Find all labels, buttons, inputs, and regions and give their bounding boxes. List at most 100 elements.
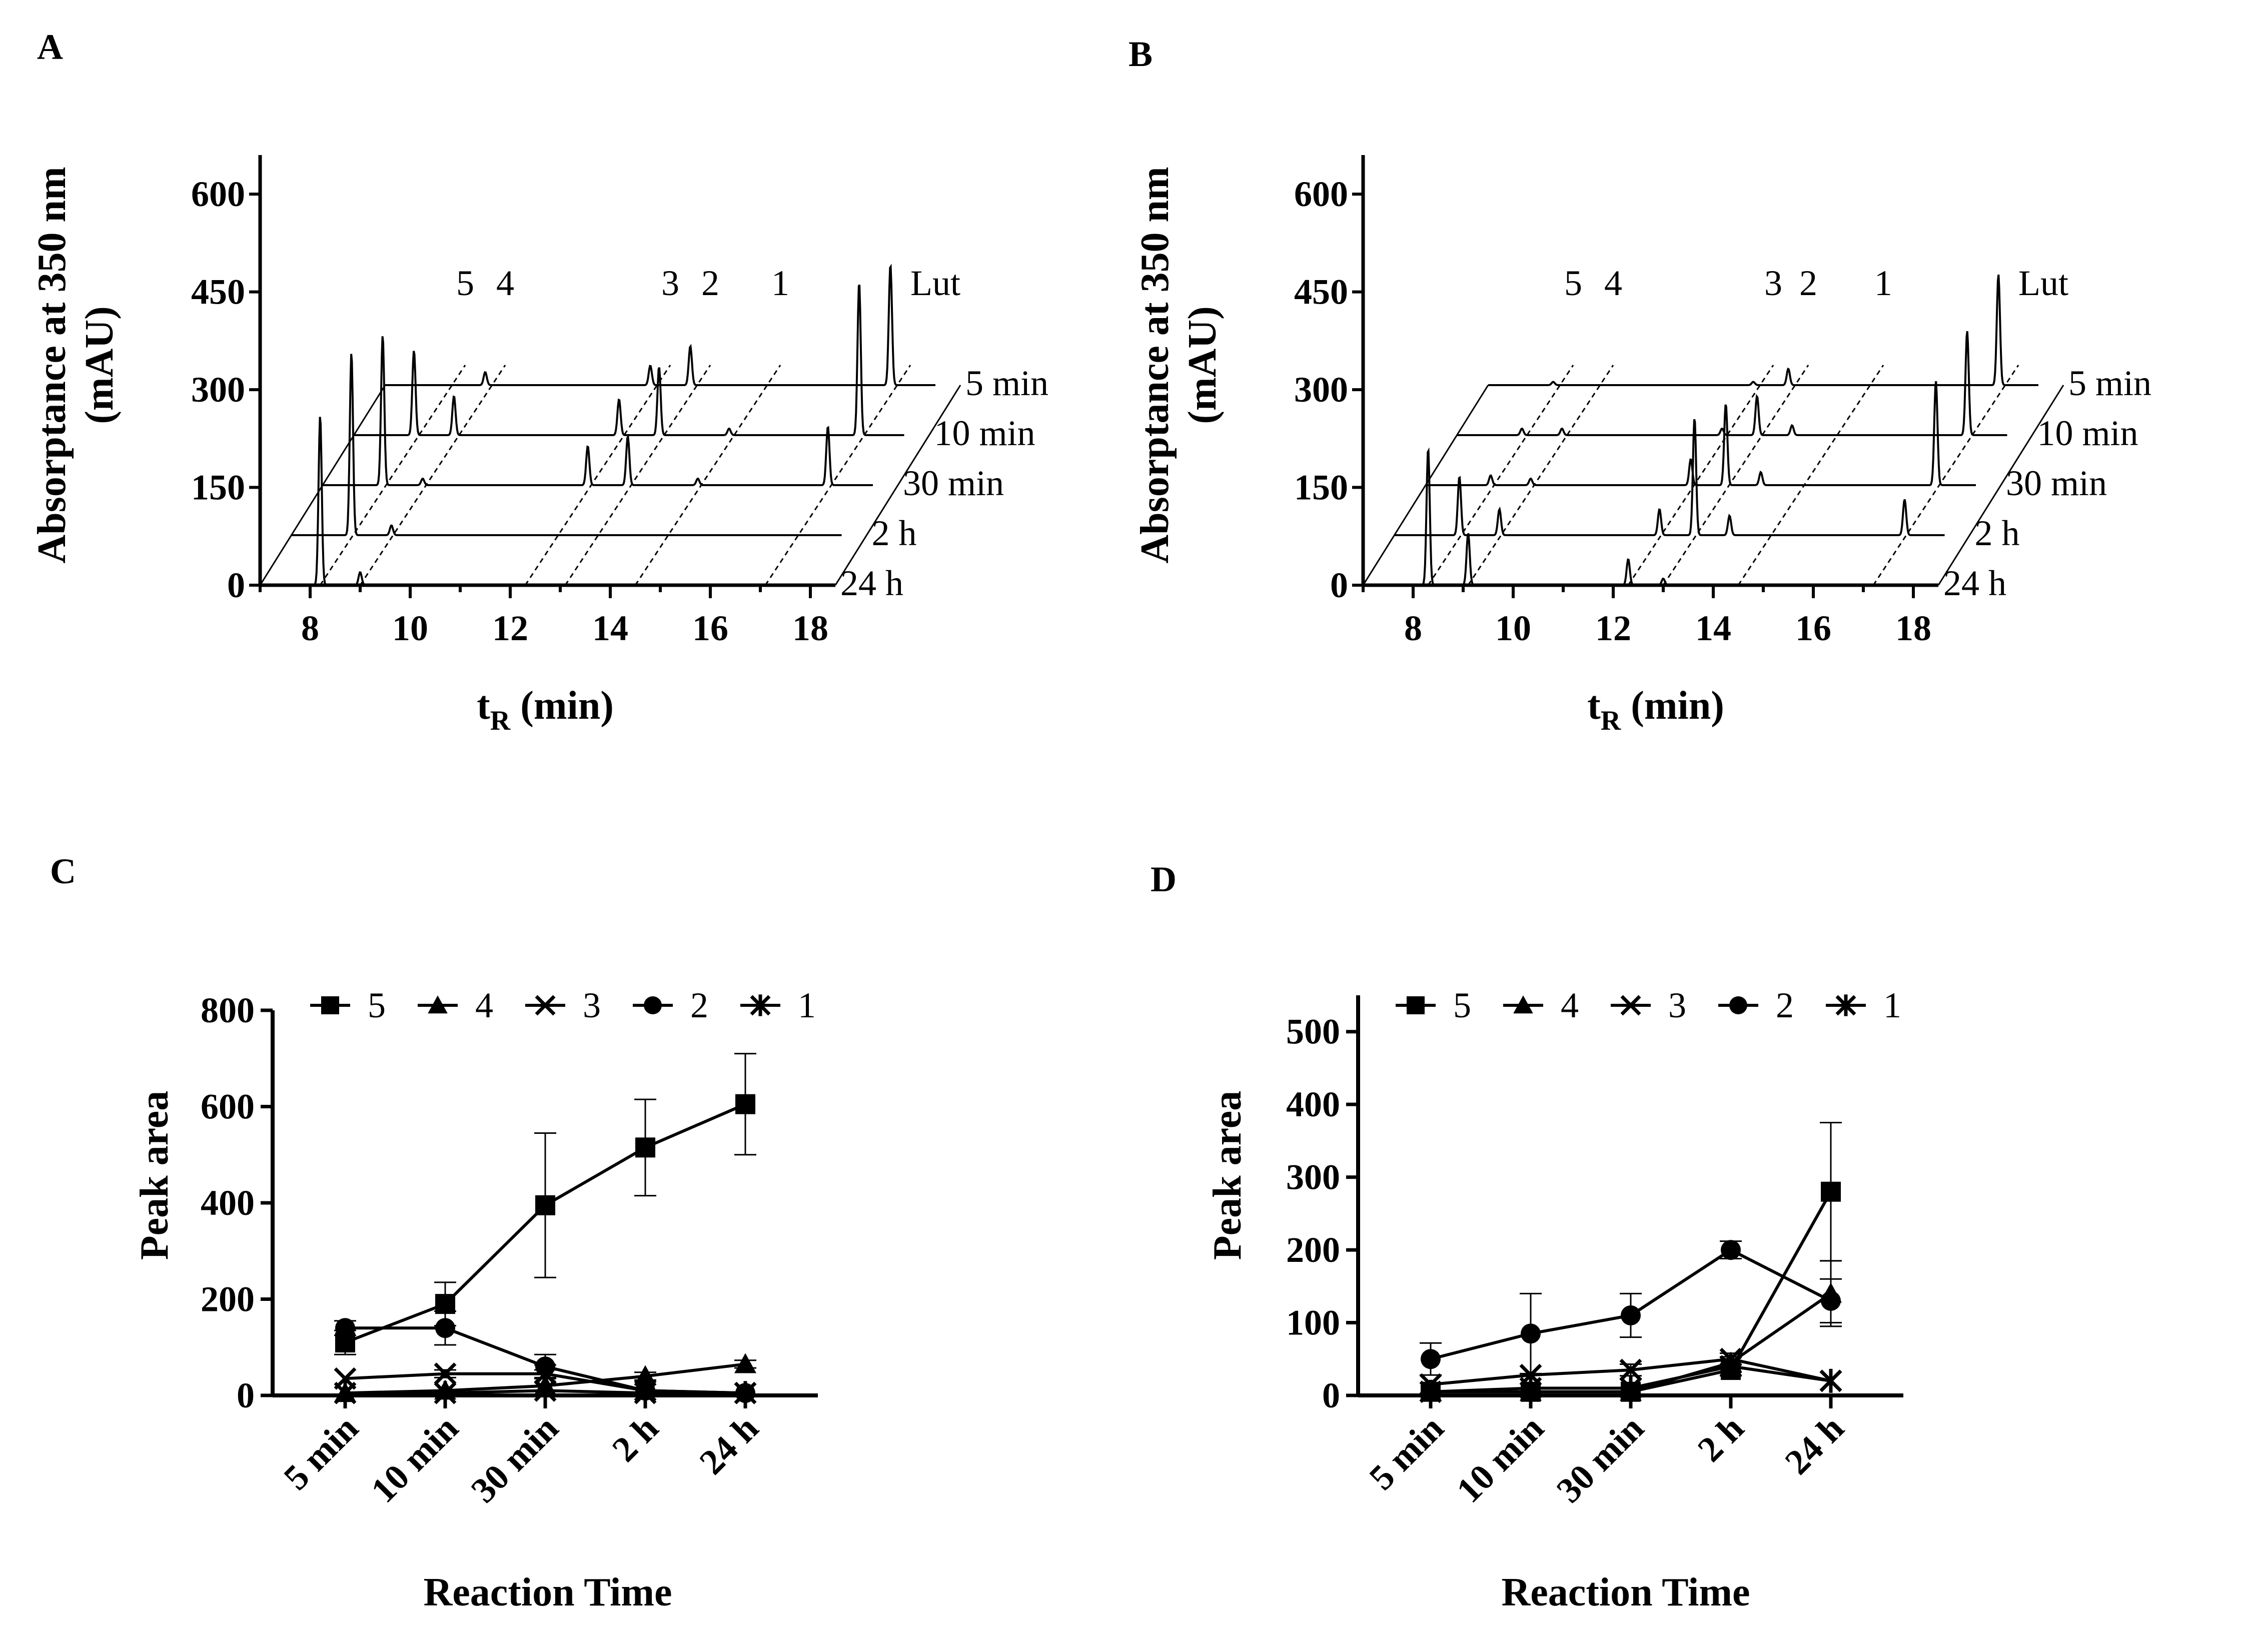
- data-point: [434, 1362, 457, 1385]
- panel-label-a: A: [37, 27, 63, 67]
- x-tick-label: 30 min: [1549, 1408, 1651, 1510]
- legend-label: 5: [368, 985, 386, 1025]
- y-tick-label: 800: [201, 990, 255, 1030]
- depth-edge-right: [1937, 385, 2064, 586]
- legend-marker: [321, 996, 339, 1014]
- chromatogram-a-ylabel-line2: (mAU): [78, 306, 122, 424]
- peak-label: 1: [1874, 263, 1892, 303]
- y-tick-label: 300: [1286, 1157, 1340, 1197]
- data-point: [1519, 1376, 1542, 1400]
- y-tick-label: 600: [191, 174, 245, 214]
- trace-label: 30 min: [2006, 463, 2107, 503]
- x-tick-label: 2 h: [604, 1408, 666, 1469]
- legend-label: 2: [1776, 985, 1794, 1025]
- x-tick-label: 10: [1495, 608, 1531, 648]
- panel-label-c: C: [50, 851, 76, 891]
- data-point: [1521, 1323, 1541, 1344]
- x-tick-label: 18: [1895, 608, 1931, 648]
- peak-guide-line: [1872, 365, 2019, 586]
- chromatogram-a-xlabel-main: t: [477, 684, 490, 728]
- data-point: [434, 1381, 457, 1405]
- data-point: [1619, 1358, 1642, 1381]
- legend-label: 5: [1453, 985, 1471, 1025]
- peak-label: 5: [456, 263, 474, 303]
- y-tick-label: 450: [1294, 272, 1348, 312]
- y-tick-label: 100: [1286, 1303, 1340, 1343]
- x-tick-label: 14: [592, 608, 628, 648]
- data-point: [635, 1137, 655, 1158]
- legend-label: 3: [1668, 985, 1686, 1025]
- chromatogram-b-xlabel: tR (min): [1587, 684, 1724, 736]
- data-point: [535, 1195, 555, 1215]
- trace-label: 24 h: [840, 563, 903, 603]
- series-line: [1431, 1191, 1832, 1393]
- peak-guide-line: [764, 365, 911, 586]
- depth-edge-right: [834, 385, 961, 586]
- y-tick-label: 300: [1294, 370, 1348, 410]
- chromatogram-b-ylabel-line1: Absorptance at 350 nm: [1133, 167, 1177, 563]
- peak-label: 2: [701, 263, 719, 303]
- x-tick-label: 5 min: [276, 1408, 366, 1498]
- chromatogram-panel-a: 0 150 300 450 600 8 10 12 14 16 18 5 4 3 2 1 Lut 24 h 2…: [30, 155, 1048, 736]
- trace-label: 30 min: [903, 463, 1004, 503]
- legend-label: 2: [690, 985, 708, 1025]
- data-point: [1621, 1305, 1641, 1325]
- data-point: [634, 1365, 656, 1385]
- legend-label: 4: [1561, 985, 1579, 1025]
- data-point: [334, 1381, 357, 1405]
- trace-label: 5 min: [2068, 363, 2151, 403]
- trace-line: [354, 284, 904, 436]
- x-tick-label: 2 h: [1690, 1408, 1751, 1469]
- trace-line: [1488, 274, 2038, 386]
- y-tick-label: 500: [1286, 1012, 1340, 1052]
- data-point: [534, 1378, 557, 1403]
- chromatogram-a-xlabel-sub: R: [490, 705, 511, 736]
- legend-marker: [428, 995, 448, 1014]
- peak-label: 3: [661, 263, 679, 303]
- x-tick-label: 24 h: [692, 1408, 766, 1482]
- x-tick-label: 10: [392, 608, 428, 648]
- x-tick-label: 16: [1795, 608, 1831, 648]
- trace-label: 10 min: [2037, 413, 2138, 453]
- trace-label: 2 h: [872, 513, 917, 553]
- legend-marker: [1620, 995, 1641, 1016]
- data-point: [1421, 1349, 1441, 1369]
- x-tick-label: 12: [1595, 608, 1631, 648]
- y-tick-label: 0: [1322, 1375, 1340, 1415]
- x-tick-label: 24 h: [1777, 1408, 1852, 1482]
- y-tick-label: 400: [1286, 1084, 1340, 1124]
- peak-guide-line: [524, 365, 671, 586]
- legend-label: 3: [583, 985, 601, 1025]
- data-point: [1821, 1181, 1841, 1202]
- legend-marker: [644, 996, 662, 1014]
- y-tick-label: 200: [201, 1279, 255, 1319]
- chromatogram-b-peaks: [1352, 155, 2064, 598]
- trace-line: [1457, 331, 2007, 436]
- y-tick-label: 600: [1294, 174, 1348, 214]
- chromatogram-panel-b: 0 150 300 450 600 8 10 12 14 16 18 5 4 3 2 1 Lut 24 h 2…: [1133, 155, 2151, 736]
- legend-marker: [1407, 996, 1425, 1014]
- x-tick-label: 8: [1404, 608, 1422, 648]
- peak-area-c-ylabel: Peak area: [133, 1091, 177, 1260]
- data-point: [634, 1381, 657, 1405]
- panel-label-d: D: [1151, 859, 1177, 899]
- peak-label: 4: [496, 263, 514, 303]
- peak-guide-line: [359, 365, 506, 586]
- peak-label: 1: [771, 263, 789, 303]
- series-5: [1421, 1122, 1842, 1402]
- data-point: [1619, 1376, 1642, 1400]
- x-tick-label: 10 min: [363, 1408, 466, 1510]
- chromatogram-a-ylabel-line1: Absorptance at 350 nm: [30, 167, 74, 563]
- data-point: [535, 1356, 555, 1377]
- trace-line: [1394, 419, 1945, 536]
- x-tick-label: 10 min: [1449, 1408, 1551, 1510]
- peak-area-d-ylabel: Peak area: [1206, 1091, 1250, 1260]
- x-tick-label: 8: [301, 608, 319, 648]
- peak-label: 2: [1799, 263, 1817, 303]
- data-point: [435, 1318, 455, 1338]
- trace-line: [385, 264, 935, 386]
- trace-line: [323, 336, 873, 486]
- trace-line: [1426, 381, 1976, 486]
- y-tick-label: 0: [1330, 565, 1348, 605]
